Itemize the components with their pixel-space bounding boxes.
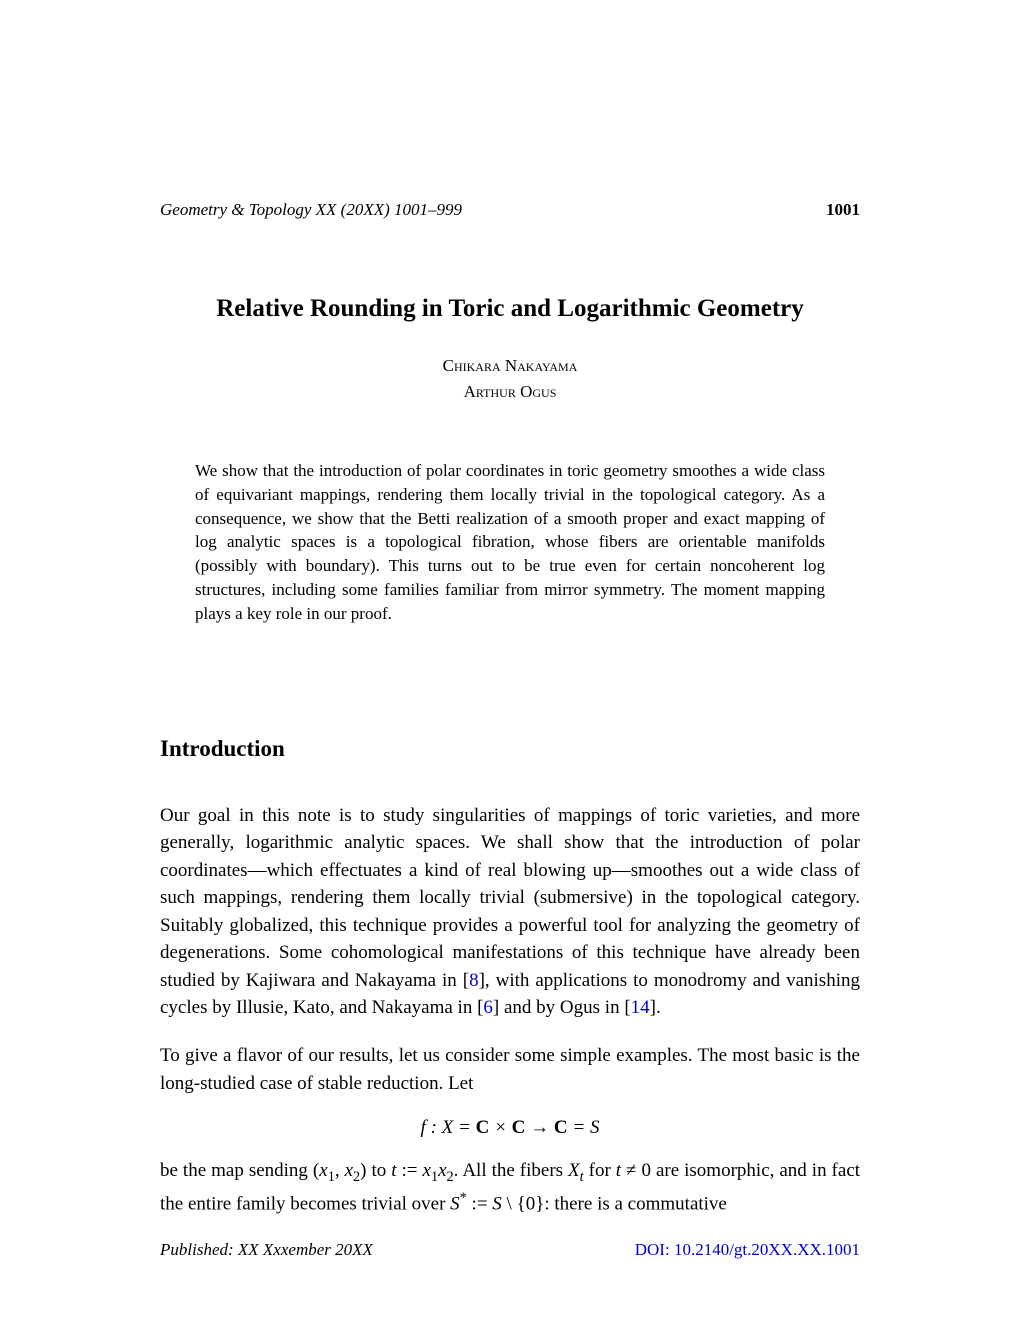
page-number: 1001 xyxy=(826,200,860,220)
text-span: for xyxy=(584,1160,616,1181)
intro-paragraph-1: Our goal in this note is to study singul… xyxy=(160,802,860,1022)
text-span: \ {0}: there is a commutative xyxy=(502,1193,727,1214)
equation-display: f : X = C × C → C = S xyxy=(160,1117,860,1139)
text-span: Our goal in this note is to study singul… xyxy=(160,805,860,991)
citation-link[interactable]: 6 xyxy=(483,997,493,1018)
author-name: Arthur Ogus xyxy=(160,379,860,405)
intro-paragraph-3: be the map sending (x1, x2) to t := x1x2… xyxy=(160,1157,860,1217)
text-span: be the map sending ( xyxy=(160,1160,319,1181)
text-span: ) to xyxy=(360,1160,391,1181)
doi-link[interactable]: DOI: 10.2140/gt.20XX.XX.1001 xyxy=(635,1240,860,1260)
citation-link[interactable]: 8 xyxy=(469,970,479,991)
abstract: We show that the introduction of polar c… xyxy=(195,459,825,626)
journal-info: Geometry & Topology XX (20XX) 1001–999 xyxy=(160,200,462,220)
header-line: Geometry & Topology XX (20XX) 1001–999 1… xyxy=(160,200,860,220)
published-info: Published: XX Xxxember 20XX xyxy=(160,1240,373,1260)
text-span: ]. xyxy=(650,997,661,1018)
intro-paragraph-2: To give a flavor of our results, let us … xyxy=(160,1042,860,1097)
authors-block: Chikara Nakayama Arthur Ogus xyxy=(160,353,860,404)
citation-link[interactable]: 14 xyxy=(631,997,650,1018)
eq-f: f : X = C × C → C = S xyxy=(421,1117,600,1138)
paper-title: Relative Rounding in Toric and Logarithm… xyxy=(160,295,860,323)
footer: Published: XX Xxxember 20XX DOI: 10.2140… xyxy=(160,1240,860,1260)
author-name: Chikara Nakayama xyxy=(160,353,860,379)
section-heading: Introduction xyxy=(160,736,860,762)
text-span: . All the fibers xyxy=(454,1160,568,1181)
text-span: ] and by Ogus in [ xyxy=(493,997,631,1018)
